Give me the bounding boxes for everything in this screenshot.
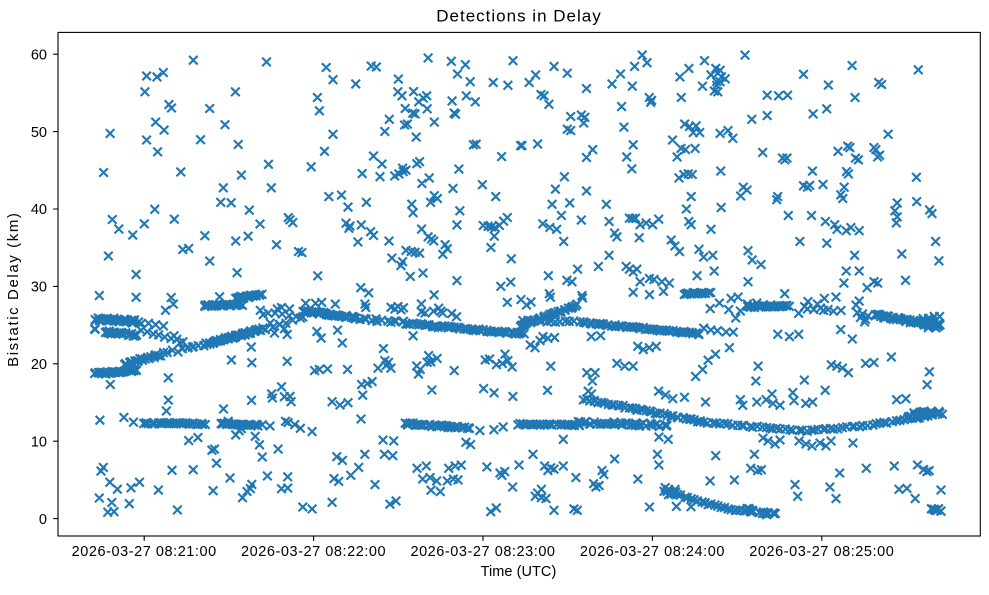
svg-text:2026-03-27 08:25:00: 2026-03-27 08:25:00 <box>749 544 894 560</box>
svg-text:50: 50 <box>31 125 47 141</box>
svg-text:2026-03-27 08:24:00: 2026-03-27 08:24:00 <box>580 544 725 560</box>
svg-text:30: 30 <box>31 280 47 296</box>
svg-text:60: 60 <box>31 47 47 63</box>
svg-text:40: 40 <box>31 202 47 218</box>
svg-text:Detections in Delay: Detections in Delay <box>436 7 601 26</box>
svg-text:Bistatic Delay (km): Bistatic Delay (km) <box>5 211 22 366</box>
svg-text:2026-03-27 08:21:00: 2026-03-27 08:21:00 <box>72 544 217 560</box>
svg-text:20: 20 <box>31 357 47 373</box>
svg-text:2026-03-27 08:22:00: 2026-03-27 08:22:00 <box>241 544 386 560</box>
svg-text:10: 10 <box>31 434 47 450</box>
svg-text:0: 0 <box>39 512 47 528</box>
svg-text:Time (UTC): Time (UTC) <box>481 564 557 580</box>
svg-text:2026-03-27 08:23:00: 2026-03-27 08:23:00 <box>410 544 555 560</box>
